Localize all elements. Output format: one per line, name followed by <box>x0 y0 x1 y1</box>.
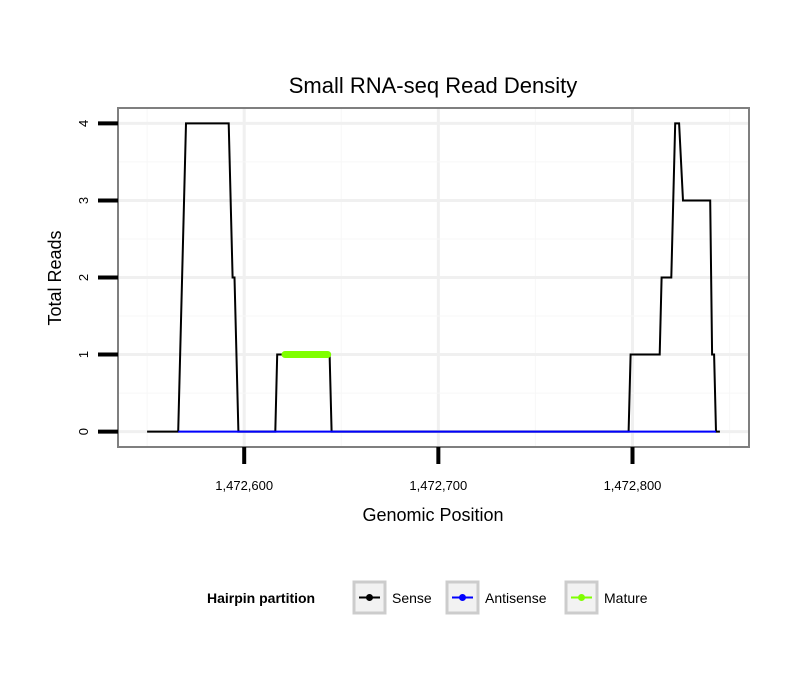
legend-key-point-antisense <box>459 594 466 601</box>
y-tick-label-4: 4 <box>76 120 91 127</box>
legend-label-sense: Sense <box>392 590 432 606</box>
y-tick-label-2: 2 <box>76 274 91 281</box>
legend-label-antisense: Antisense <box>485 590 547 606</box>
legend-label-mature: Mature <box>604 590 648 606</box>
y-tick-label-0: 0 <box>76 428 91 435</box>
y-axis: 0 1 2 3 4 <box>76 120 118 435</box>
x-axis-title: Genomic Position <box>362 505 503 525</box>
legend-title: Hairpin partition <box>207 590 315 606</box>
y-axis-title: Total Reads <box>45 230 65 325</box>
x-axis: 1,472,600 1,472,700 1,472,800 <box>215 447 661 493</box>
x-tick-label-1: 1,472,700 <box>409 478 467 493</box>
legend-items: Sense Antisense Mature <box>352 580 648 615</box>
chart-title: Small RNA-seq Read Density <box>289 73 578 98</box>
y-tick-label-3: 3 <box>76 197 91 204</box>
x-tick-label-2: 1,472,800 <box>604 478 662 493</box>
series-lines <box>147 122 720 433</box>
legend-key-point-mature <box>578 594 585 601</box>
legend: Hairpin partition Sense Antisense Mature <box>207 580 648 615</box>
x-tick-label-0: 1,472,600 <box>215 478 273 493</box>
legend-key-point-sense <box>366 594 373 601</box>
y-tick-label-1: 1 <box>76 351 91 358</box>
